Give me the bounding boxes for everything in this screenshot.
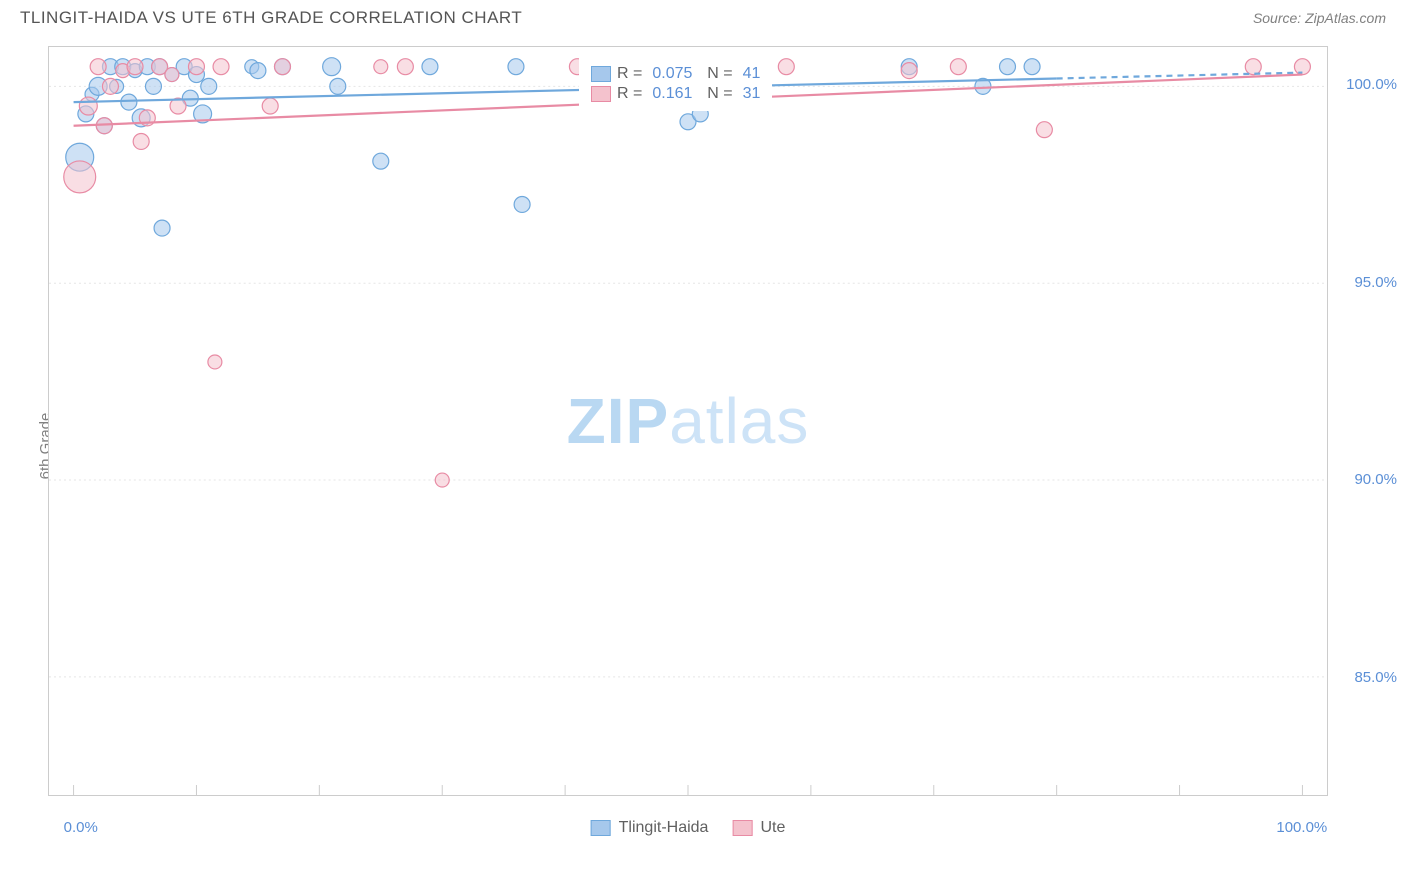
legend-swatch: [591, 66, 611, 82]
legend-swatch: [732, 820, 752, 836]
y-tick-label: 85.0%: [1354, 669, 1397, 686]
stats-legend-row: R = 0.075 N = 41: [591, 65, 760, 83]
legend-r-label: R =: [617, 65, 642, 83]
legend-n-label: N =: [698, 85, 732, 103]
scatter-point: [1000, 59, 1016, 75]
scatter-point: [208, 355, 222, 369]
scatter-point: [90, 59, 106, 75]
scatter-point: [79, 97, 97, 115]
bottom-legend-label: Tlingit-Haida: [619, 819, 709, 837]
legend-r-value: 0.075: [652, 65, 692, 83]
y-tick-label: 95.0%: [1354, 274, 1397, 291]
source-label: Source: ZipAtlas.com: [1253, 10, 1386, 26]
x-tick-label-left: 0.0%: [64, 819, 98, 836]
legend-r-label: R =: [617, 85, 642, 103]
scatter-point: [397, 59, 413, 75]
scatter-point: [274, 59, 290, 75]
scatter-point: [127, 59, 143, 75]
y-tick-label: 100.0%: [1346, 76, 1397, 93]
bottom-legend: Tlingit-Haida Ute: [591, 819, 786, 837]
stats-legend: R = 0.075 N = 41 R = 0.161 N = 31: [579, 57, 772, 111]
legend-n-value: 31: [743, 85, 761, 103]
scatter-point: [1245, 59, 1261, 75]
scatter-point: [133, 134, 149, 150]
chart-svg: [49, 47, 1327, 795]
scatter-point: [262, 98, 278, 114]
chart-title: TLINGIT-HAIDA VS UTE 6TH GRADE CORRELATI…: [20, 8, 522, 28]
bottom-legend-label: Ute: [760, 819, 785, 837]
header: TLINGIT-HAIDA VS UTE 6TH GRADE CORRELATI…: [0, 0, 1406, 34]
legend-n-value: 41: [743, 65, 761, 83]
scatter-point: [330, 78, 346, 94]
stats-legend-row: R = 0.161 N = 31: [591, 85, 760, 103]
scatter-point: [901, 63, 917, 79]
scatter-point: [213, 59, 229, 75]
scatter-point: [154, 220, 170, 236]
scatter-point: [950, 59, 966, 75]
scatter-point: [435, 473, 449, 487]
scatter-point: [374, 60, 388, 74]
legend-swatch: [591, 86, 611, 102]
legend-r-value: 0.161: [652, 85, 692, 103]
scatter-point: [323, 58, 341, 76]
bottom-legend-item: Tlingit-Haida: [591, 819, 709, 837]
scatter-point: [1024, 59, 1040, 75]
legend-n-label: N =: [698, 65, 732, 83]
scatter-point: [250, 63, 266, 79]
scatter-point: [188, 59, 204, 75]
scatter-point: [1294, 59, 1310, 75]
x-tick-label-right: 100.0%: [1276, 819, 1327, 836]
scatter-point: [121, 94, 137, 110]
scatter-point: [145, 78, 161, 94]
scatter-point: [514, 196, 530, 212]
scatter-point: [373, 153, 389, 169]
scatter-point: [165, 68, 179, 82]
chart-area: ZIPatlas R =0.075 N =41 R = 0.161 N =31 …: [48, 46, 1328, 796]
scatter-point: [422, 59, 438, 75]
scatter-point: [102, 78, 118, 94]
scatter-point: [1036, 122, 1052, 138]
bottom-legend-item: Ute: [732, 819, 785, 837]
scatter-point: [64, 161, 96, 193]
scatter-point: [778, 59, 794, 75]
y-tick-label: 90.0%: [1354, 471, 1397, 488]
scatter-point: [508, 59, 524, 75]
scatter-point: [201, 78, 217, 94]
legend-swatch: [591, 820, 611, 836]
